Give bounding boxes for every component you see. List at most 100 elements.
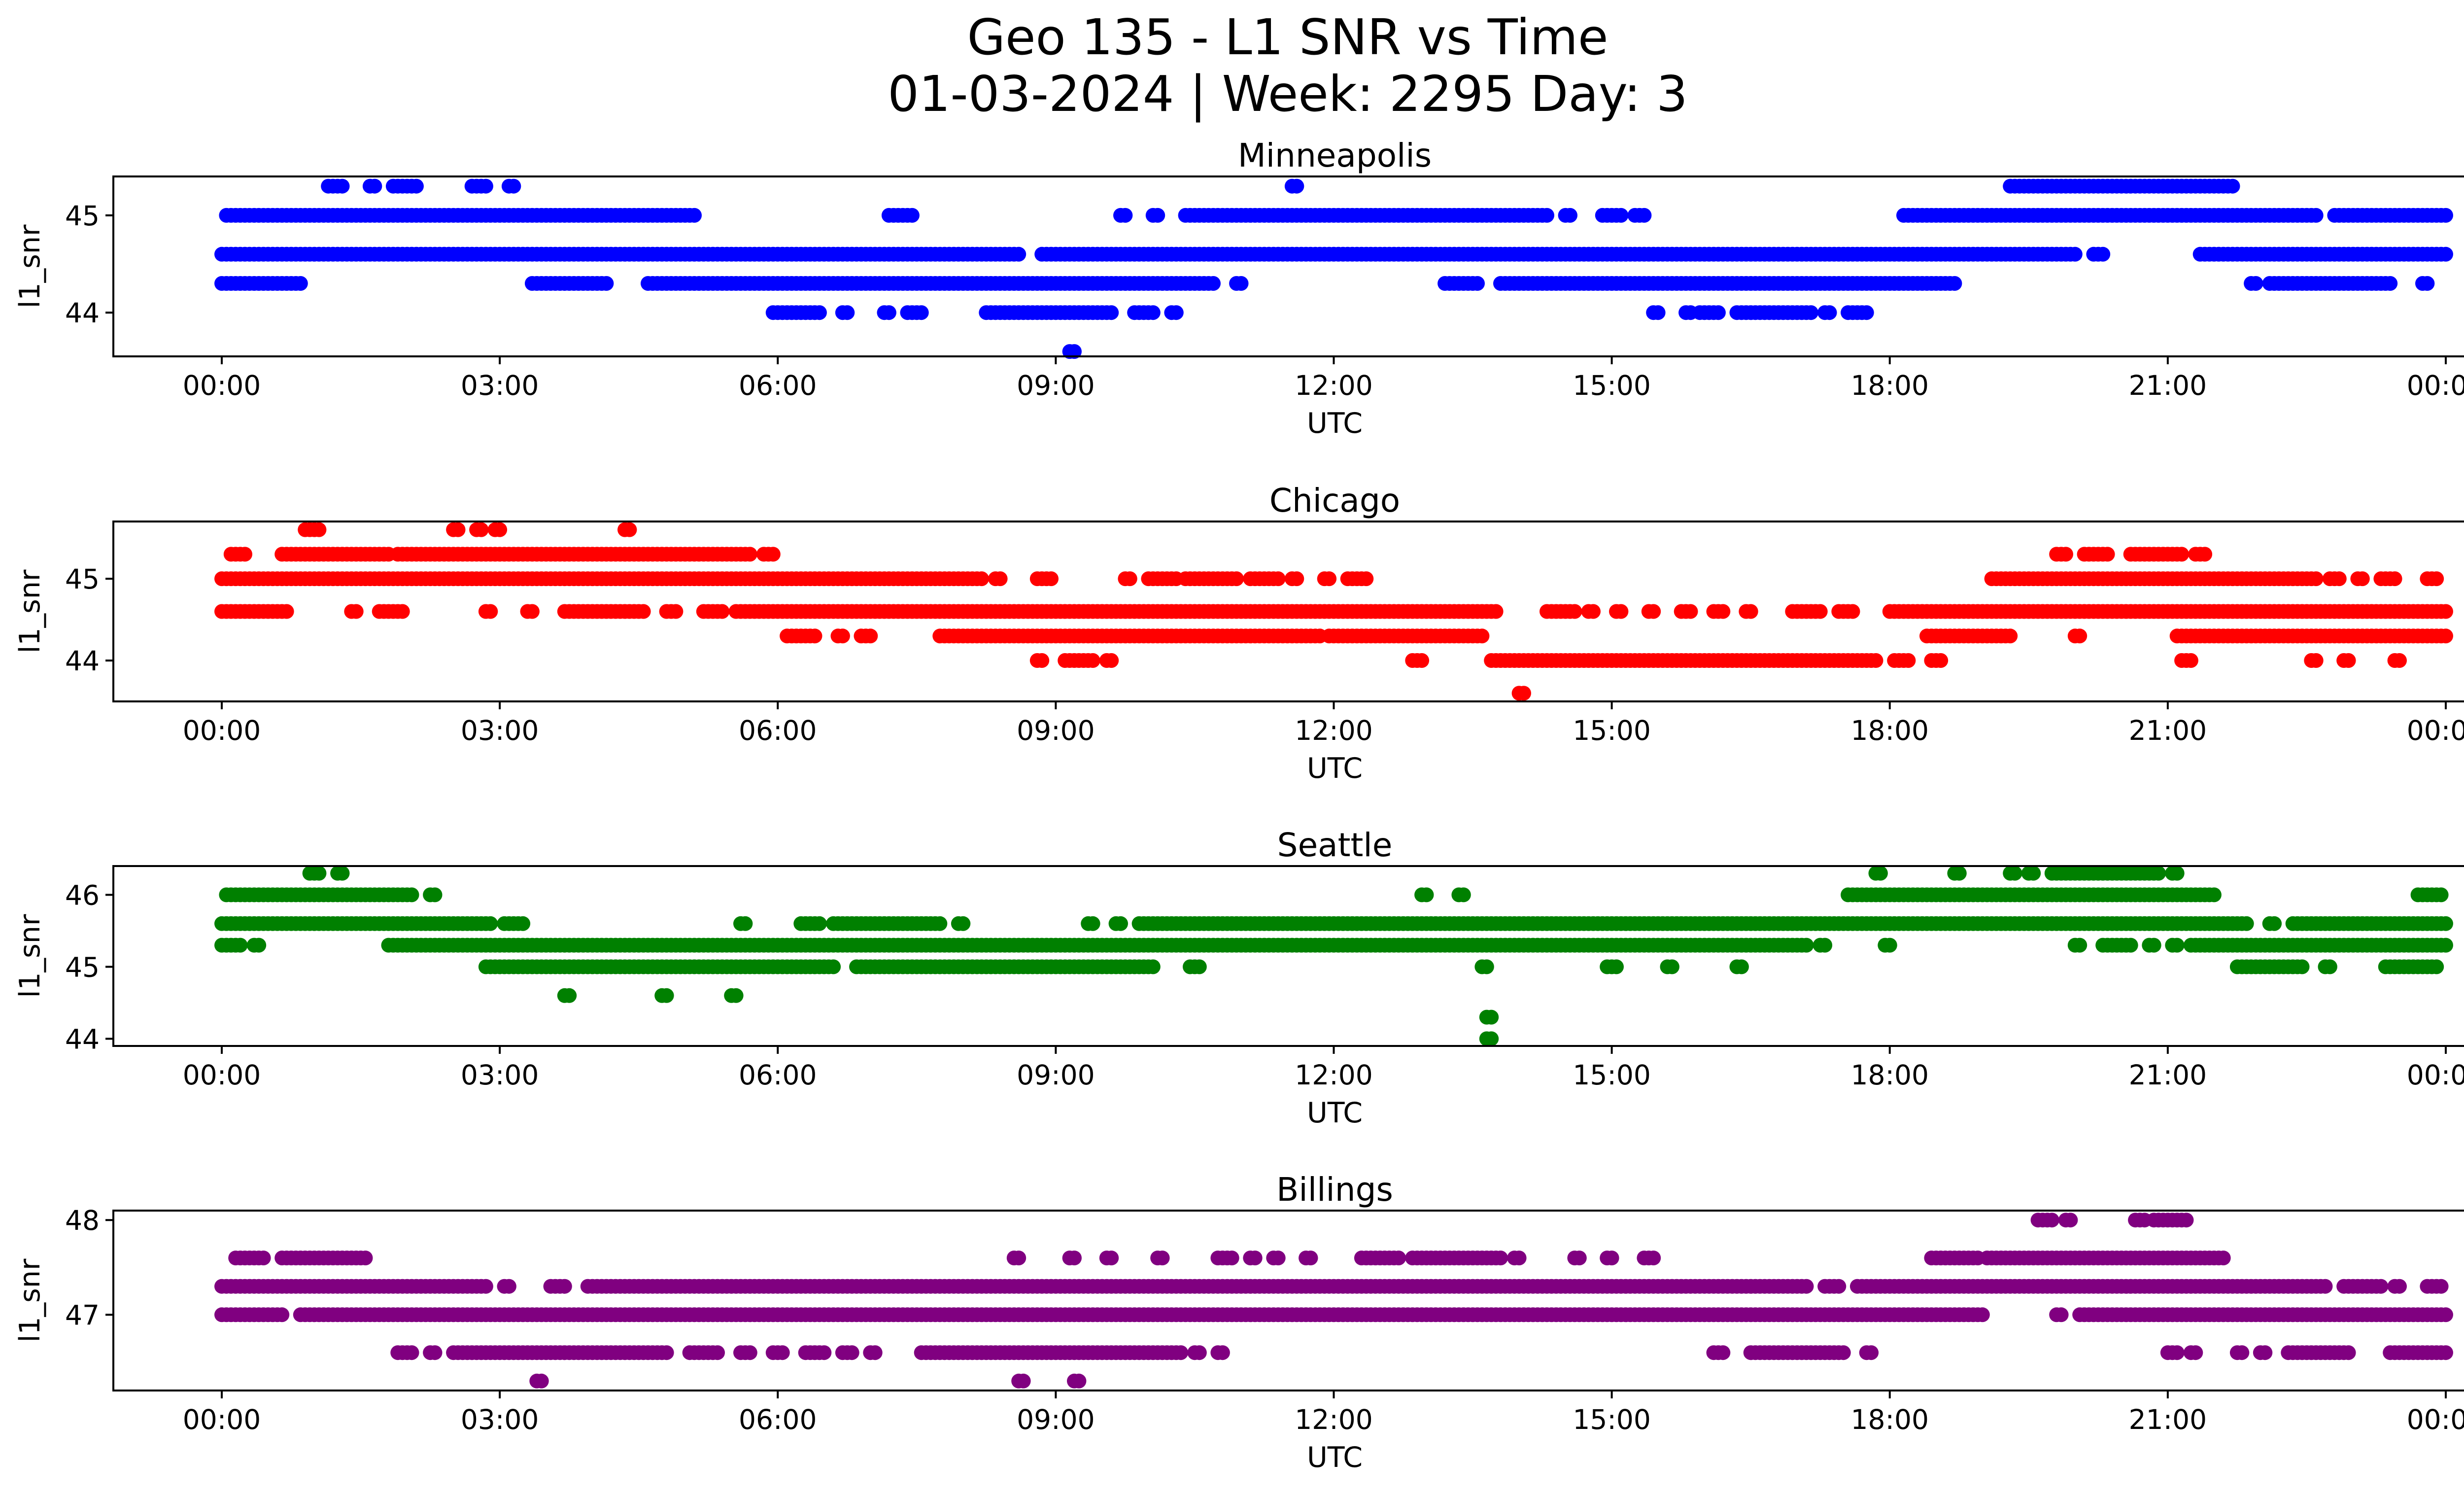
data-point — [775, 1345, 790, 1360]
data-point — [1822, 305, 1837, 320]
panel-title: Billings — [1276, 1171, 1393, 1209]
data-point — [2003, 628, 2018, 644]
data-point — [1104, 653, 1119, 668]
data-point — [2123, 938, 2138, 953]
x-tick-label: 06:00 — [739, 1404, 817, 1435]
x-tick-label: 12:00 — [1295, 370, 1373, 401]
data-point — [1479, 959, 1494, 974]
data-point — [659, 988, 674, 1003]
data-point — [2197, 547, 2213, 562]
data-point — [1803, 305, 1818, 320]
data-point — [812, 305, 827, 320]
data-point — [1646, 604, 1661, 619]
data-point — [1484, 1009, 1499, 1025]
data-point — [2420, 276, 2435, 291]
data-point — [1817, 938, 1833, 953]
data-point — [2063, 1213, 2078, 1228]
data-point — [1104, 305, 1119, 320]
data-point — [2248, 276, 2263, 291]
data-point — [1831, 1279, 1847, 1294]
y-tick-label: 48 — [65, 1205, 100, 1236]
y-tick-label: 45 — [65, 200, 100, 232]
data-point — [812, 916, 827, 931]
data-point — [1470, 276, 1485, 291]
data-point — [1711, 305, 1726, 320]
data-point — [311, 866, 327, 881]
data-point — [279, 604, 294, 619]
data-point — [636, 604, 651, 619]
data-point — [1270, 1251, 1286, 1266]
x-tick-label: 00:00 — [2407, 370, 2464, 401]
data-point — [863, 628, 878, 644]
data-point — [2067, 246, 2083, 262]
data-point — [914, 305, 929, 320]
y-tick-label: 47 — [65, 1299, 100, 1331]
data-point — [2225, 178, 2240, 194]
data-point — [1799, 938, 1814, 953]
data-point — [2355, 571, 2370, 587]
data-point — [2433, 1279, 2449, 1294]
data-point — [1488, 604, 1504, 619]
data-point — [835, 628, 850, 644]
axes-frame — [112, 1210, 2464, 1391]
data-point — [1859, 305, 1874, 320]
x-tick-label: 18:00 — [1850, 1059, 1929, 1091]
data-point — [2174, 547, 2190, 562]
data-point — [1474, 628, 1490, 644]
data-point — [501, 1279, 516, 1294]
x-tick-label: 09:00 — [1017, 1404, 1095, 1435]
data-point — [1637, 208, 1652, 223]
data-point — [478, 178, 493, 194]
data-point — [1322, 571, 1337, 587]
data-point — [2072, 938, 2088, 953]
data-point — [1414, 653, 1430, 668]
data-point — [1145, 305, 1161, 320]
data-point — [2179, 1213, 2194, 1228]
data-point — [622, 522, 637, 537]
data-point — [2438, 916, 2453, 931]
data-point — [2216, 1251, 2231, 1266]
data-point — [2169, 866, 2185, 881]
data-point — [2206, 887, 2222, 903]
data-point — [1613, 208, 1629, 223]
data-point — [738, 916, 753, 931]
x-tick-label: 09:00 — [1017, 715, 1095, 746]
data-point — [2100, 547, 2115, 562]
data-point — [2438, 246, 2453, 262]
data-point — [1419, 887, 1434, 903]
data-point — [710, 1345, 725, 1360]
y-tick-label: 45 — [65, 951, 100, 983]
data-point — [2373, 1279, 2389, 1294]
data-point — [1845, 604, 1860, 619]
data-point — [1511, 1251, 1527, 1266]
data-point — [483, 916, 498, 931]
data-point — [404, 1345, 419, 1360]
y-tick-label: 45 — [65, 563, 100, 595]
data-point — [1192, 959, 1207, 974]
data-point — [1085, 653, 1100, 668]
data-point — [427, 887, 443, 903]
data-point — [524, 604, 540, 619]
data-point — [1224, 1251, 1239, 1266]
data-point — [2438, 938, 2453, 953]
data-point — [1799, 1279, 1814, 1294]
x-tick-label: 12:00 — [1295, 1404, 1373, 1435]
data-point — [2433, 887, 2449, 903]
x-tick-label: 06:00 — [739, 715, 817, 746]
data-point — [2151, 866, 2166, 881]
data-point — [2341, 653, 2356, 668]
data-point — [1868, 653, 1883, 668]
axes-frame — [112, 175, 2464, 357]
data-point — [1289, 178, 1304, 194]
x-tick-label: 15:00 — [1573, 370, 1651, 401]
x-tick-label: 00:00 — [183, 715, 261, 746]
data-point — [1011, 246, 1027, 262]
data-point — [483, 604, 498, 619]
x-tick-label: 21:00 — [2129, 1059, 2207, 1091]
x-tick-label: 21:00 — [2129, 715, 2207, 746]
data-point — [2308, 653, 2324, 668]
data-point — [2438, 208, 2453, 223]
figure-title-line-1: Geo 135 - L1 SNR vs Time — [967, 8, 1608, 66]
